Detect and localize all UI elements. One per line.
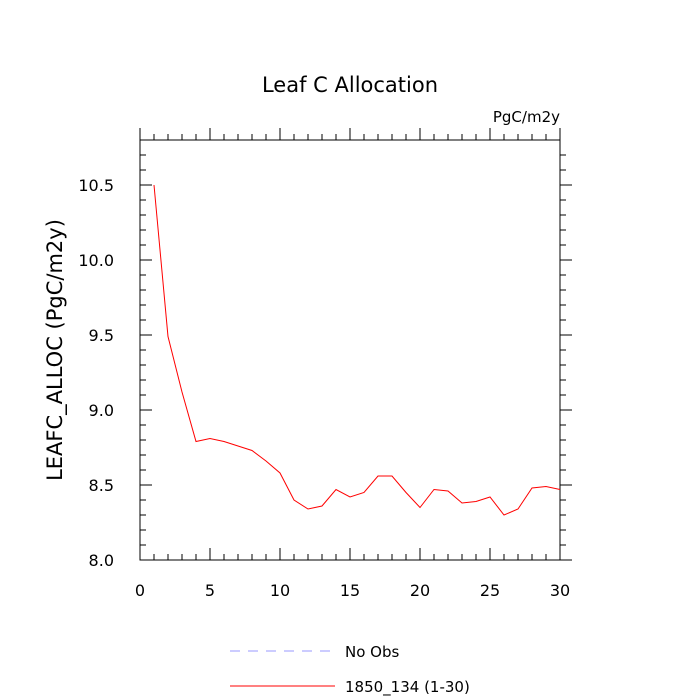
y-tick-label: 8.5 <box>89 476 114 495</box>
legend-entry: No Obs <box>345 643 399 661</box>
x-tick-label: 0 <box>135 581 145 600</box>
axis-ticks <box>139 128 572 561</box>
legend-entry: 1850_134 (1-30) <box>345 678 470 697</box>
x-tick-label: 15 <box>340 581 360 600</box>
x-tick-label: 5 <box>205 581 215 600</box>
y-tick-label: 9.0 <box>89 401 114 420</box>
x-tick-label: 10 <box>270 581 290 600</box>
y-axis-label: LEAFC_ALLOC (PgC/m2y) <box>43 219 68 481</box>
y-tick-label: 9.5 <box>89 326 114 345</box>
x-tick-label: 25 <box>480 581 500 600</box>
series-line <box>153 184 561 516</box>
y-tick-label: 10.0 <box>78 251 114 270</box>
x-tick-label: 30 <box>550 581 570 600</box>
y-tick-label: 8.0 <box>89 551 114 570</box>
units-label: PgC/m2y <box>493 108 560 126</box>
axis-tick-labels: 0 5 10 15 20 25 30 8.0 8.5 9.0 9.5 10.0 10.5 <box>78 176 570 600</box>
series-lines <box>153 184 561 516</box>
x-tick-label: 20 <box>410 581 430 600</box>
chart-title: Leaf C Allocation <box>262 73 438 97</box>
y-tick-label: 10.5 <box>78 176 114 195</box>
legend: No Obs 1850_134 (1-30) <box>230 643 470 697</box>
